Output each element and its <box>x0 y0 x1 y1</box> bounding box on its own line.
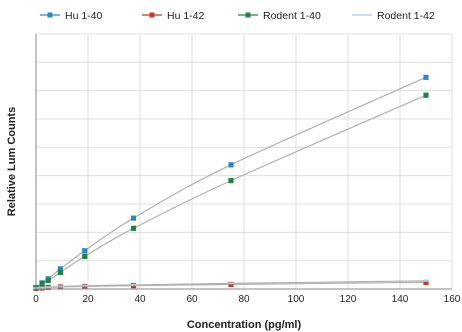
data-point-hu-1-42 <box>423 279 429 285</box>
data-point-rodent-1-40 <box>423 92 429 98</box>
legend-label: Hu 1-40 <box>65 10 103 22</box>
data-points <box>33 74 429 292</box>
x-axis-title: Concentration (pg/ml) <box>187 319 302 331</box>
data-point-rodent-1-40 <box>82 253 88 259</box>
data-point-hu-1-40 <box>228 162 234 168</box>
data-point-hu-1-40 <box>130 215 137 221</box>
data-point-rodent-1-40 <box>45 277 51 284</box>
data-point-hu-1-40 <box>82 248 88 254</box>
data-point-hu-1-40 <box>423 74 429 80</box>
legend-item-rodent-1-40: Rodent 1-40 <box>238 10 321 22</box>
x-tick-label: 20 <box>82 294 94 305</box>
x-tick-label: 40 <box>134 294 146 305</box>
y-axis-title: Relative Lum Counts <box>6 107 18 216</box>
x-tick-label: 80 <box>238 294 250 305</box>
data-point-rodent-1-40 <box>57 269 63 276</box>
legend-item-hu-1-40: Hu 1-40 <box>40 10 103 22</box>
x-tick-label: 0 <box>33 294 39 305</box>
legend-item-rodent-1-42: Rodent 1-42 <box>352 10 435 22</box>
data-point-hu-1-40 <box>57 266 63 272</box>
axes <box>35 34 452 290</box>
legend-label: Hu 1-42 <box>167 10 205 22</box>
x-tick-label: 120 <box>340 294 357 305</box>
x-tick-label: 60 <box>186 294 198 305</box>
x-tick-labels: 0 20 40 60 80 100 120 140 160 <box>33 294 461 305</box>
x-tick-label: 100 <box>288 294 305 305</box>
legend-label: Rodent 1-42 <box>377 10 435 22</box>
legend-swatch-marker <box>149 12 155 18</box>
x-tick-label: 160 <box>444 294 461 305</box>
data-point-rodent-1-40 <box>130 225 137 231</box>
data-point-rodent-1-40 <box>39 281 45 287</box>
legend-item-hu-1-42: Hu 1-42 <box>142 10 205 22</box>
x-tick-label: 140 <box>392 294 409 305</box>
legend-swatch-marker <box>47 12 53 18</box>
gridlines <box>35 33 453 290</box>
fit-curve-rodent-1-40 <box>35 94 427 289</box>
data-point-rodent-1-40 <box>228 178 234 184</box>
legend: Hu 1-40 Hu 1-42 Rodent 1-40 Rodent 1-42 <box>40 10 435 22</box>
legend-label: Rodent 1-40 <box>263 10 321 22</box>
data-point-hu-1-42 <box>228 281 234 288</box>
legend-swatch-marker <box>245 12 251 18</box>
